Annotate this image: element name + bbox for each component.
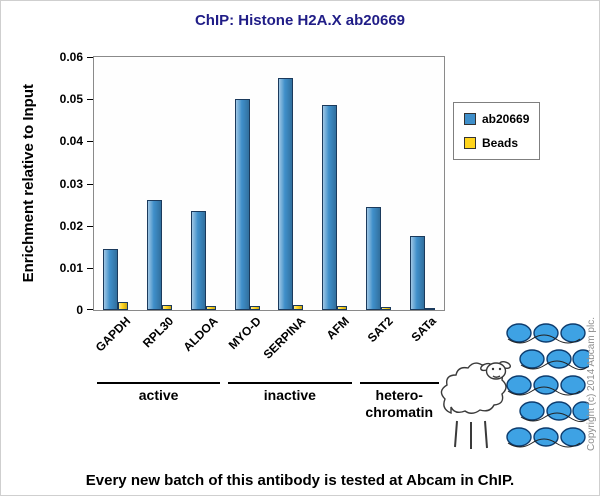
bar-ab20669-ALDOA [190,211,206,310]
y-tick-label: 0 [76,303,83,317]
footer-text: Every new batch of this antibody is test… [85,472,515,489]
y-tick-label: 0.01 [59,260,83,275]
bar-Beads-GAPDH [118,302,129,310]
legend-label: ab20669 [482,112,530,126]
legend: ab20669 Beads [453,102,541,160]
y-tick-label: 0.06 [59,50,83,64]
bar-Beads-SATa [424,308,435,310]
y-tick-label: 0.02 [59,218,83,233]
x-tick-label: AFM [323,314,352,343]
y-tick-label: 0.04 [59,134,83,149]
x-tick-label: SERPINA [260,314,308,362]
x-axis: GAPDH RPL30 ALDOA MYO-D SERPINA AFM SAT2 SATa [92,314,445,380]
bar-ab20669-AFM [322,105,338,310]
x-tick-label: ALDOA [180,314,221,355]
x-tick-label: MYO-D [225,314,264,353]
bar-ab20669-GAPDH [103,249,119,310]
bar-Beads-AFM [337,306,348,310]
x-tick-label: SATa [408,314,439,345]
y-tick-mark [87,267,93,269]
y-axis-label: Enrichment relative to Input [19,84,37,283]
bar-Beads-MYO-D [249,306,260,310]
bar-Beads-ALDOA [205,306,216,310]
y-tick-mark [87,57,93,58]
x-tick-label: SAT2 [364,314,396,345]
group-label: active [138,387,179,403]
plot-area [87,56,445,311]
copyright-wrap: Copyright (c) 2014 Abcam plc. [584,296,598,471]
x-tick-label: GAPDH [92,314,133,355]
copyright-text: Copyright (c) 2014 Abcam plc. [585,316,597,451]
legend-item: ab20669 [464,112,529,126]
y-tick-mark [87,309,93,310]
sheep-nucleosomes-illustration [440,323,589,449]
bar-Beads-SERPINA [293,305,304,310]
chart-title: ChIP: Histone H2A.X ab20669 [194,12,406,29]
bar-ab20669-SAT2 [365,207,381,310]
bar-ab20669-RPL30 [147,200,163,310]
y-tick-mark [87,99,93,101]
bar-Beads-RPL30 [162,305,173,310]
bar-ab20669-SATa [409,236,425,310]
y-tick-mark [87,225,93,227]
group-underline [97,382,221,384]
y-tick-label: 0.03 [59,176,83,191]
bar-ab20669-MYO-D [234,99,250,310]
y-tick-label: 0.05 [59,92,83,107]
y-axis: 0 0.01 0.02 0.03 0.04 0.05 0.06 [41,50,87,317]
bar-ab20669-SERPINA [278,78,294,310]
group-label: hetero- chromatin [365,387,434,420]
legend-label: Beads [482,136,519,150]
y-tick-mark [87,183,93,185]
group-underline [228,382,352,384]
legend-item: Beads [464,136,529,150]
group-underline [359,382,439,384]
y-tick-mark [87,141,93,143]
legend-swatch-0 [464,113,476,125]
x-tick-label: RPL30 [140,314,177,351]
legend-swatch-1 [464,137,476,149]
bar-Beads-SAT2 [380,307,391,310]
group-label: inactive [263,387,316,403]
y-axis-label-wrap: Enrichment relative to Input [17,56,39,311]
